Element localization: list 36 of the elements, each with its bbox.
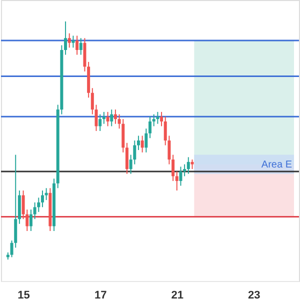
candlestick xyxy=(83,38,86,72)
candlestick xyxy=(102,111,106,124)
candlestick xyxy=(183,164,186,177)
band-label: Area E xyxy=(261,159,292,170)
candlestick xyxy=(136,135,140,151)
candlestick xyxy=(114,109,117,124)
candlestick xyxy=(179,166,182,186)
x-tick-label: 17 xyxy=(94,290,107,300)
candlestick xyxy=(148,116,152,139)
x-tick-label: 21 xyxy=(171,290,184,300)
candlestick xyxy=(125,142,128,174)
x-tick-label: 15 xyxy=(18,290,30,300)
candlestick xyxy=(140,135,144,153)
candlestick xyxy=(175,170,178,192)
candlestick xyxy=(79,38,82,56)
candlestick xyxy=(152,114,156,127)
candlestick xyxy=(68,32,71,48)
candlestick xyxy=(72,35,75,48)
candlestick xyxy=(156,111,160,124)
candlestick xyxy=(144,128,148,153)
candlestick xyxy=(190,159,194,170)
candlestick xyxy=(64,20,68,56)
candlestick xyxy=(40,190,44,208)
candlestick xyxy=(106,111,110,127)
candlestick xyxy=(160,111,164,127)
candlestick xyxy=(76,35,79,56)
candlestick xyxy=(98,114,102,132)
candlestick xyxy=(18,190,21,224)
candlestick xyxy=(29,209,32,232)
candlestick xyxy=(172,154,175,182)
candlestick xyxy=(122,118,125,153)
x-tick-label: 23 xyxy=(248,290,260,300)
candlestick xyxy=(186,156,190,174)
candlestick xyxy=(110,109,114,127)
candlestick xyxy=(44,188,48,201)
candlestick xyxy=(33,202,36,220)
